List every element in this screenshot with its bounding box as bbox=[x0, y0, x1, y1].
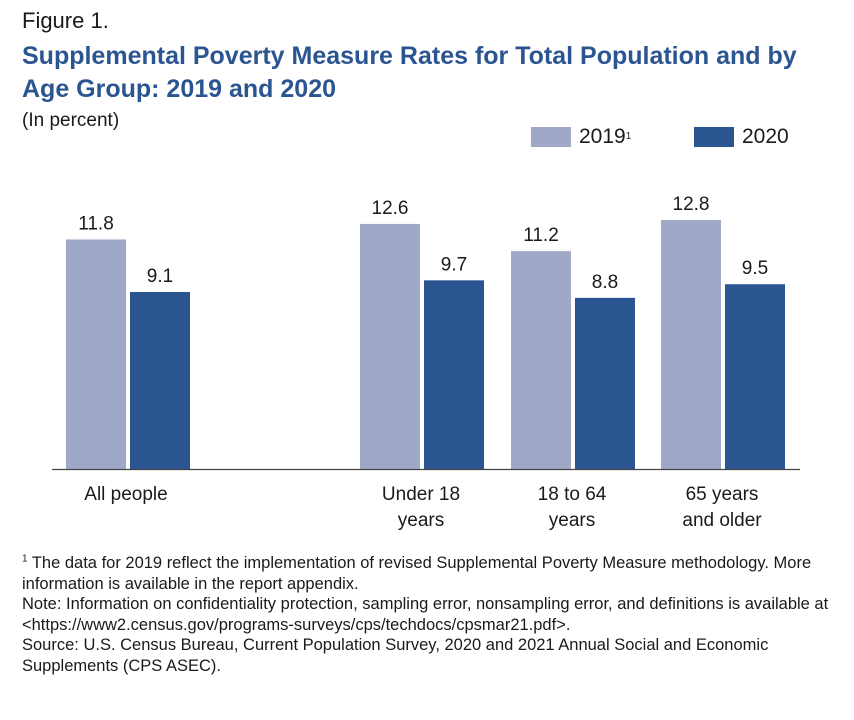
bar-2020-1 bbox=[130, 292, 190, 469]
x-tick-label-2-line-2: years bbox=[398, 510, 444, 531]
footnote-1-marker: 1 bbox=[22, 553, 28, 565]
legend-item-2019: 2019 1 bbox=[531, 125, 631, 149]
x-tick-label-3-line-2: years bbox=[549, 510, 595, 531]
bar-2020-4 bbox=[725, 284, 785, 469]
legend-swatch-2019 bbox=[531, 127, 571, 147]
data-label-2020-4: 9.5 bbox=[742, 258, 768, 279]
legend-label-2019: 2019 bbox=[579, 125, 626, 148]
bar-2019-1 bbox=[66, 239, 126, 469]
chart-title: Supplemental Poverty Measure Rates for T… bbox=[22, 42, 797, 103]
note-text: Note: Information on confidentiality pro… bbox=[22, 595, 829, 634]
bar-2019-2 bbox=[360, 223, 420, 469]
footnotes: 1 The data for 2019 reflect the implemen… bbox=[22, 553, 837, 676]
data-label-2020-3: 8.8 bbox=[592, 272, 618, 293]
x-tick-label-2-line-1: Under 18 bbox=[382, 484, 460, 505]
chart-legend: 2019 1 2020 bbox=[0, 125, 854, 155]
bar-2020-2 bbox=[424, 280, 484, 469]
data-label-2019-2: 12.6 bbox=[372, 198, 409, 219]
source-text: Source: U.S. Census Bureau, Current Popu… bbox=[22, 636, 769, 675]
legend-swatch-2020 bbox=[694, 127, 734, 147]
legend-item-2020: 2020 bbox=[694, 125, 789, 149]
bar-2020-3 bbox=[575, 297, 635, 469]
bar-2019-4 bbox=[661, 220, 721, 469]
x-tick-label-1: All people bbox=[84, 484, 167, 505]
data-label-2020-1: 9.1 bbox=[147, 266, 173, 287]
data-label-2019-3: 11.2 bbox=[523, 225, 559, 246]
data-label-2020-2: 9.7 bbox=[441, 254, 467, 275]
figure-label: Figure 1. bbox=[22, 8, 109, 33]
bar-2019-3 bbox=[511, 251, 571, 469]
footnote-1: 1 The data for 2019 reflect the implemen… bbox=[22, 553, 837, 594]
footnote-1-text: The data for 2019 reflect the implementa… bbox=[22, 554, 812, 593]
legend-label-2020: 2020 bbox=[742, 125, 789, 148]
bar-chart: 11.8 12.6 11.2 12.8 9.1 9.7 8.8 9.5 All people Un… bbox=[52, 194, 800, 531]
x-tick-label-3-line-1: 18 to 64 bbox=[538, 484, 607, 505]
data-label-2019-4: 12.8 bbox=[673, 194, 710, 215]
chart-subtitle: (In percent) bbox=[22, 110, 120, 131]
x-tick-label-4-line-1: 65 years bbox=[686, 484, 759, 505]
x-tick-label-4-line-2: and older bbox=[682, 510, 762, 531]
data-label-2019-1: 11.8 bbox=[78, 213, 114, 234]
